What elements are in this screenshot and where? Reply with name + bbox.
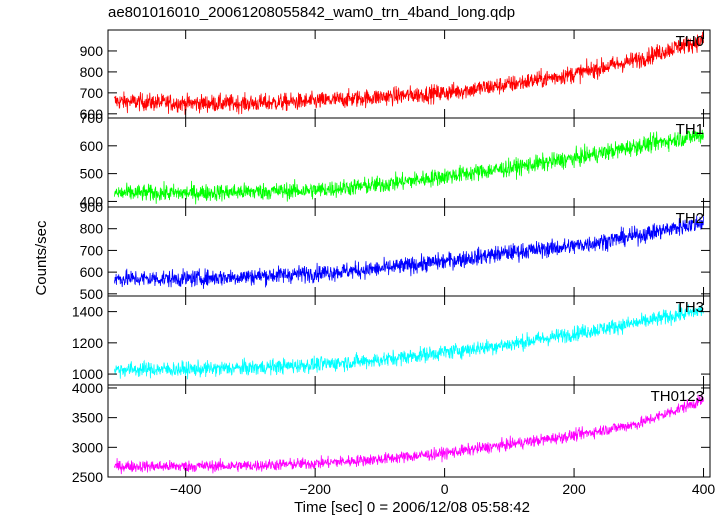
y-tick-label: 900 bbox=[80, 199, 104, 215]
series-label-th1: TH1 bbox=[676, 121, 704, 138]
panel-th0: 600 700 800 900 TH0 bbox=[80, 29, 711, 122]
plot-title: ae801016010_20061208055842_wam0_trn_4ban… bbox=[108, 4, 516, 21]
y-tick-label: 800 bbox=[80, 221, 104, 237]
y-tick-label: 400 bbox=[80, 193, 104, 209]
y-tick-label: 800 bbox=[80, 64, 104, 80]
y-tick-label: 900 bbox=[80, 43, 104, 59]
panel-th0123: 2500 3000 3500 4000 TH0123 bbox=[72, 380, 711, 485]
y-tick-label: 700 bbox=[80, 242, 104, 258]
x-tick-label: 400 bbox=[692, 481, 716, 497]
series-line-th3 bbox=[114, 304, 704, 380]
panel-frame bbox=[107, 206, 711, 297]
series-line-th0123 bbox=[114, 394, 704, 475]
y-tick-label: 600 bbox=[80, 106, 104, 122]
y-tick-label: 1000 bbox=[72, 366, 103, 382]
y-tick-label: 500 bbox=[80, 166, 104, 182]
y-tick-label: 500 bbox=[80, 286, 104, 302]
x-tick-label: 0 bbox=[441, 481, 449, 497]
y-tick-label: 3500 bbox=[72, 410, 103, 426]
panel-th2: 500 600 700 800 900 TH2 bbox=[80, 199, 711, 302]
series-label-th3: TH3 bbox=[676, 299, 704, 316]
y-tick-label: 4000 bbox=[72, 380, 103, 396]
x-tick-label: −200 bbox=[299, 481, 331, 497]
series-line-th0 bbox=[114, 31, 704, 115]
series-label-th2: TH2 bbox=[676, 210, 704, 227]
series-line-th1 bbox=[114, 129, 704, 205]
y-tick-label: 1200 bbox=[72, 335, 103, 351]
x-tick-label: −400 bbox=[170, 481, 202, 497]
series-label-th0123: TH0123 bbox=[651, 388, 704, 405]
y-tick-label: 2500 bbox=[72, 469, 103, 485]
panel-th1: 400 500 600 700 TH1 bbox=[80, 110, 711, 209]
panel-frame bbox=[107, 384, 711, 478]
y-tick-label: 700 bbox=[80, 85, 104, 101]
y-tick-label: 3000 bbox=[72, 439, 103, 455]
panel-th3: 1000 1200 1400 TH3 bbox=[72, 295, 711, 386]
y-tick-label: 600 bbox=[80, 264, 104, 280]
y-axis-label: Counts/sec bbox=[33, 220, 50, 296]
y-tick-label: 1400 bbox=[72, 304, 103, 320]
x-tick-label: 200 bbox=[562, 481, 586, 497]
x-axis-label: Time [sec] 0 = 2006/12/08 05:58:42 bbox=[294, 499, 530, 516]
series-label-th0: TH0 bbox=[676, 33, 704, 50]
series-line-th2 bbox=[114, 215, 704, 289]
y-tick-label: 600 bbox=[80, 138, 104, 154]
y-tick-label: 700 bbox=[80, 110, 104, 126]
